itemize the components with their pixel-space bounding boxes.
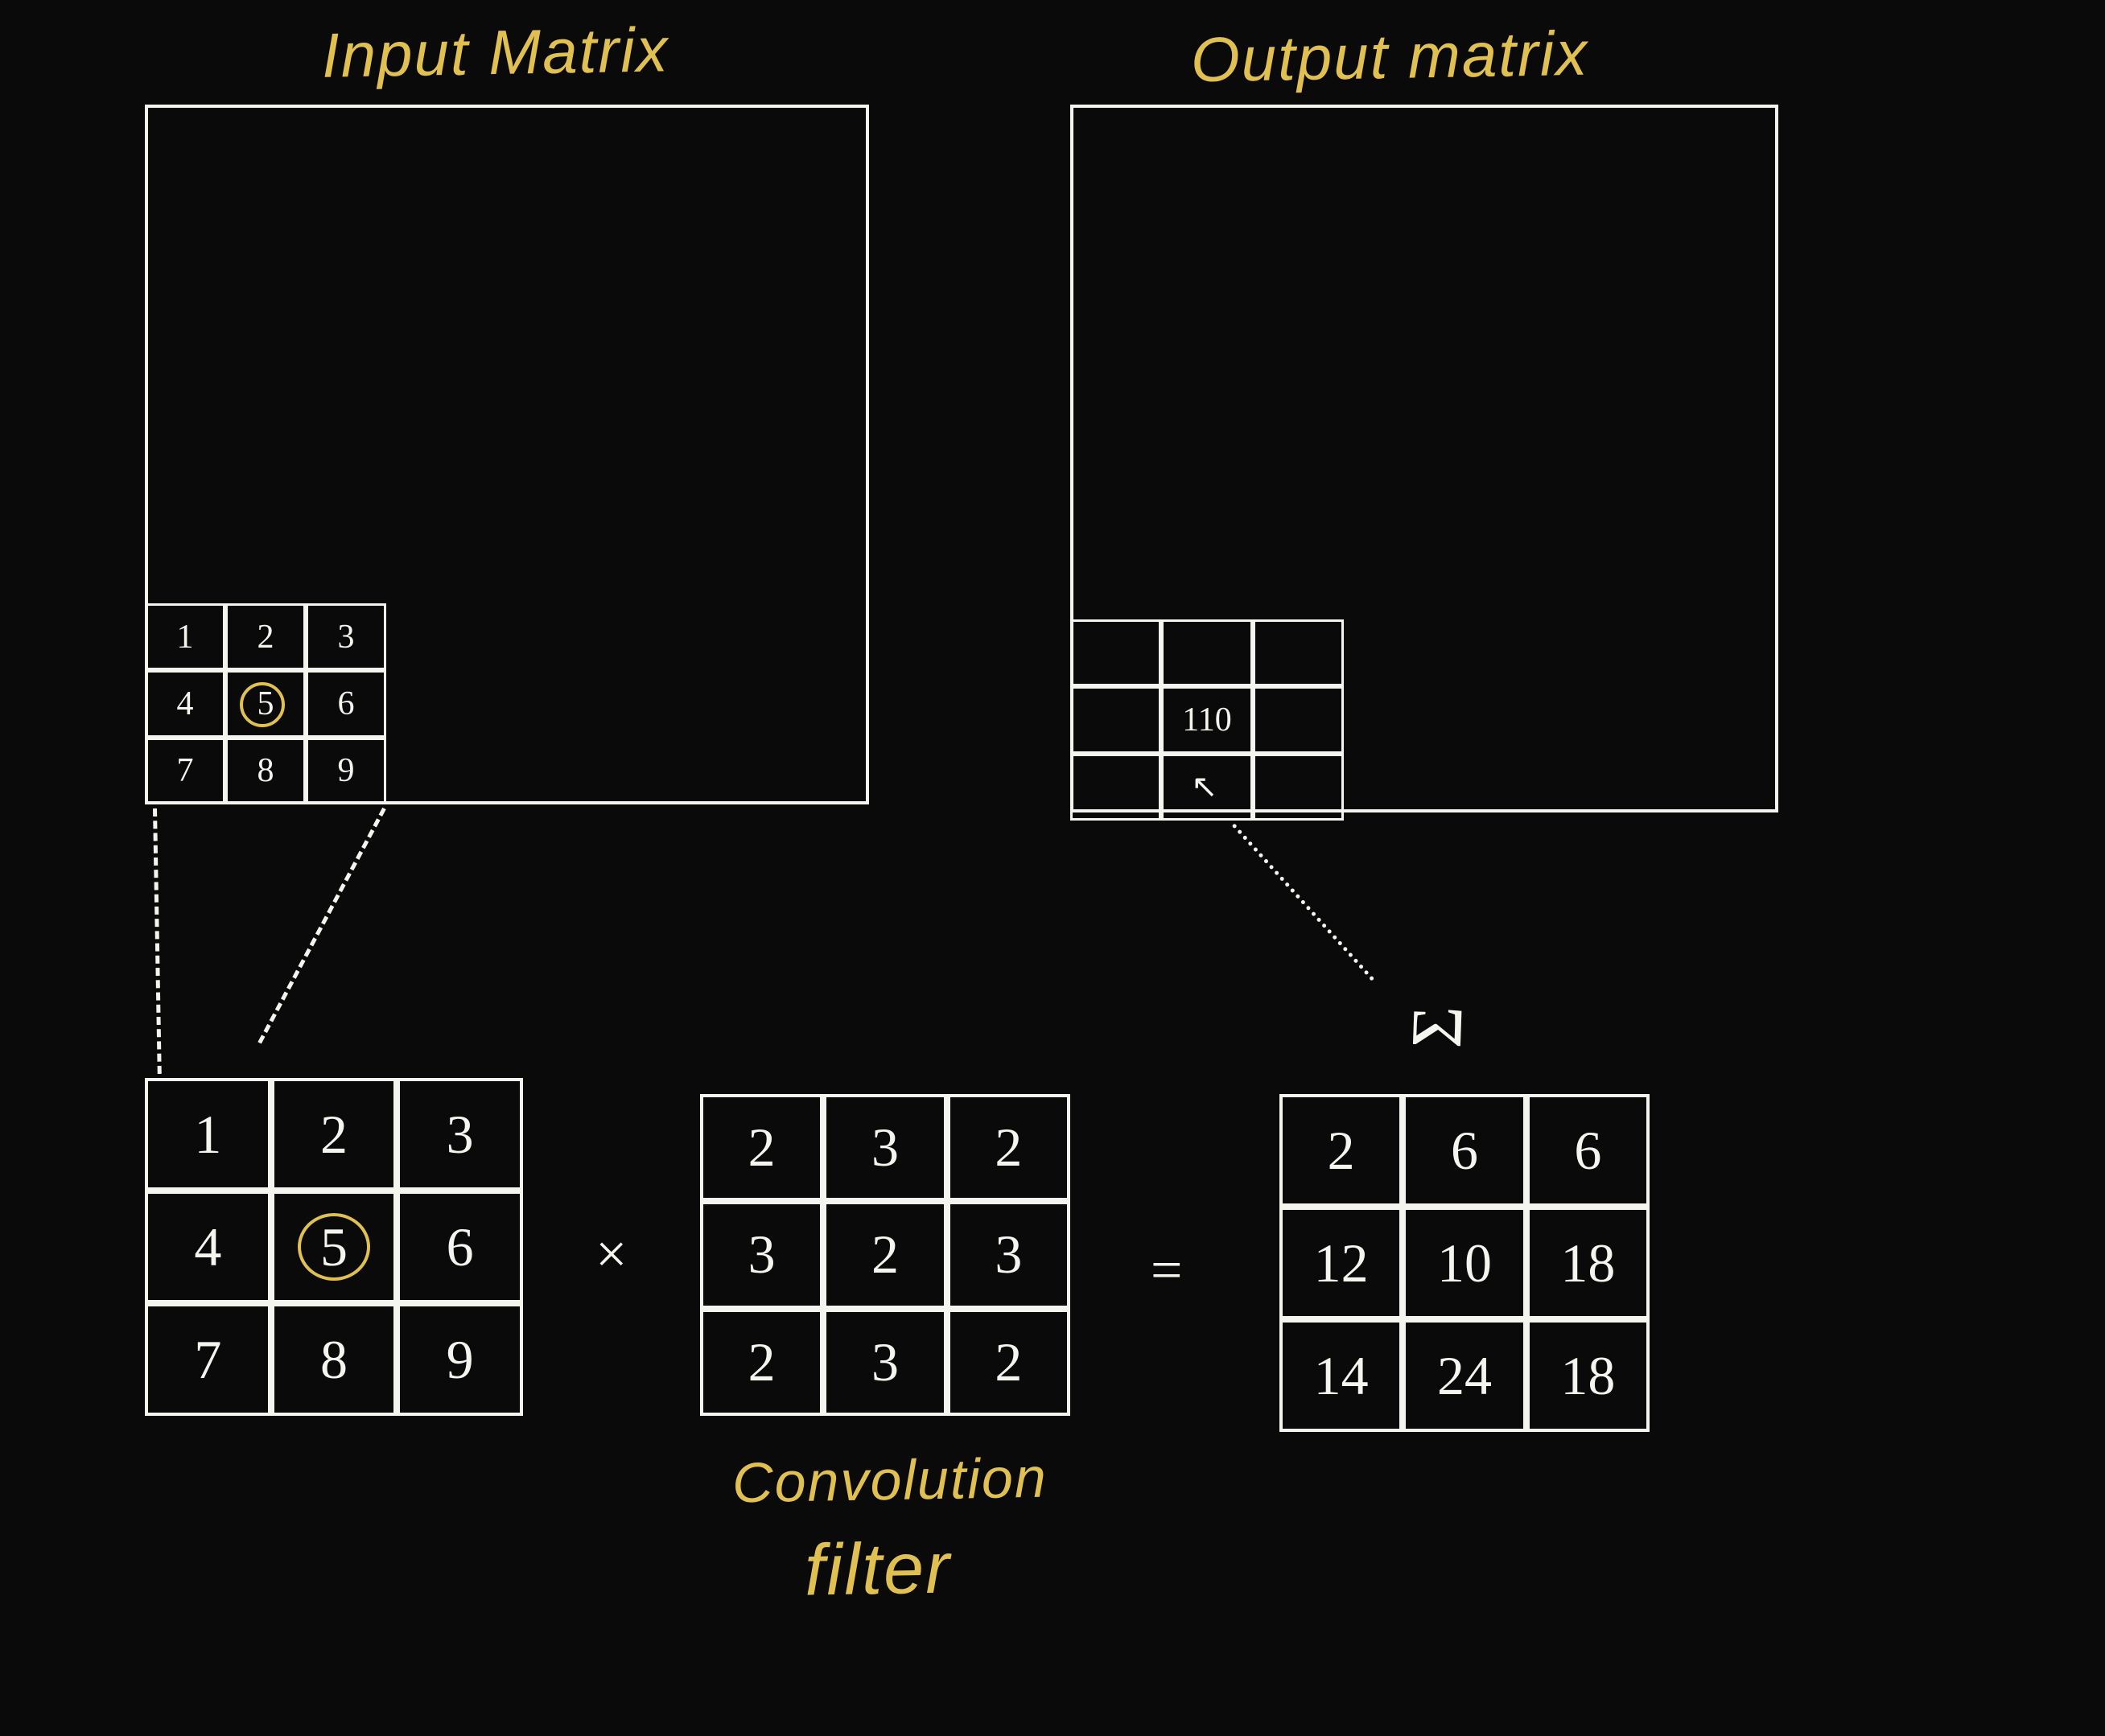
filter-title-line1: Convolution [731, 1446, 1048, 1516]
output-subgrid-cell-center: 110 [1161, 686, 1252, 753]
patch-cell: 4 [145, 1191, 271, 1303]
result-cell: 18 [1526, 1207, 1650, 1319]
patch-cell: 1 [145, 1078, 271, 1191]
input-matrix-title: Input Matrix [321, 13, 669, 93]
input-subgrid-cell: 9 [306, 738, 386, 804]
patch-cell: 8 [271, 1303, 398, 1416]
output-subgrid-cell [1253, 754, 1344, 821]
filter-cell: 2 [700, 1094, 823, 1201]
dotted-sum-arrow [1232, 823, 1375, 981]
filter-cell: 2 [823, 1201, 946, 1308]
output-subgrid-cell [1161, 619, 1252, 686]
patch-grid: 1 2 3 4 5 6 7 8 9 [145, 1078, 523, 1416]
filter-cell: 3 [700, 1201, 823, 1308]
result-grid: 2 6 6 12 10 18 14 24 18 [1279, 1094, 1650, 1432]
result-cell: 2 [1279, 1094, 1403, 1207]
input-subgrid-cell: 7 [145, 738, 225, 804]
input-subgrid-cell: 8 [225, 738, 306, 804]
filter-grid: 2 3 2 3 2 3 2 3 2 [700, 1094, 1070, 1416]
result-cell: 10 [1403, 1207, 1526, 1319]
patch-cell: 6 [397, 1191, 523, 1303]
output-subgrid-cell [1253, 686, 1344, 753]
patch-cell-center: 5 [271, 1191, 398, 1303]
input-subgrid-cell: 2 [225, 603, 306, 670]
filter-title-line2: filter [804, 1527, 952, 1612]
dashed-projector-left [153, 808, 162, 1074]
input-subgrid-cell: 4 [145, 670, 225, 737]
filter-cell: 3 [823, 1309, 946, 1416]
result-cell: 24 [1403, 1319, 1526, 1432]
patch-cell: 7 [145, 1303, 271, 1416]
result-cell: 14 [1279, 1319, 1403, 1432]
arrow-up-icon: ↖ [1191, 768, 1218, 805]
result-cell: 12 [1279, 1207, 1403, 1319]
input-subgrid: 1 2 3 4 5 6 7 8 9 [145, 603, 386, 804]
patch-cell: 2 [271, 1078, 398, 1191]
patch-cell: 3 [397, 1078, 523, 1191]
input-subgrid-cell-center: 5 [225, 670, 306, 737]
sigma-icon: Σ [1395, 1005, 1480, 1050]
patch-cell: 9 [397, 1303, 523, 1416]
output-subgrid-cell [1070, 686, 1161, 753]
input-subgrid-cell: 3 [306, 603, 386, 670]
result-cell: 18 [1526, 1319, 1650, 1432]
input-subgrid-cell: 6 [306, 670, 386, 737]
filter-cell: 3 [823, 1094, 946, 1201]
multiply-operator: × [595, 1223, 627, 1287]
output-subgrid-cell [1070, 754, 1161, 821]
input-subgrid-cell: 1 [145, 603, 225, 670]
output-matrix-title: Output matrix [1190, 17, 1589, 97]
filter-cell: 2 [947, 1094, 1070, 1201]
output-subgrid-cell [1070, 619, 1161, 686]
equals-operator: = [1151, 1239, 1182, 1303]
output-subgrid-cell [1253, 619, 1344, 686]
result-cell: 6 [1403, 1094, 1526, 1207]
filter-cell: 2 [947, 1309, 1070, 1416]
dashed-projector-right [257, 808, 385, 1044]
filter-cell: 3 [947, 1201, 1070, 1308]
result-cell: 6 [1526, 1094, 1650, 1207]
filter-cell: 2 [700, 1309, 823, 1416]
